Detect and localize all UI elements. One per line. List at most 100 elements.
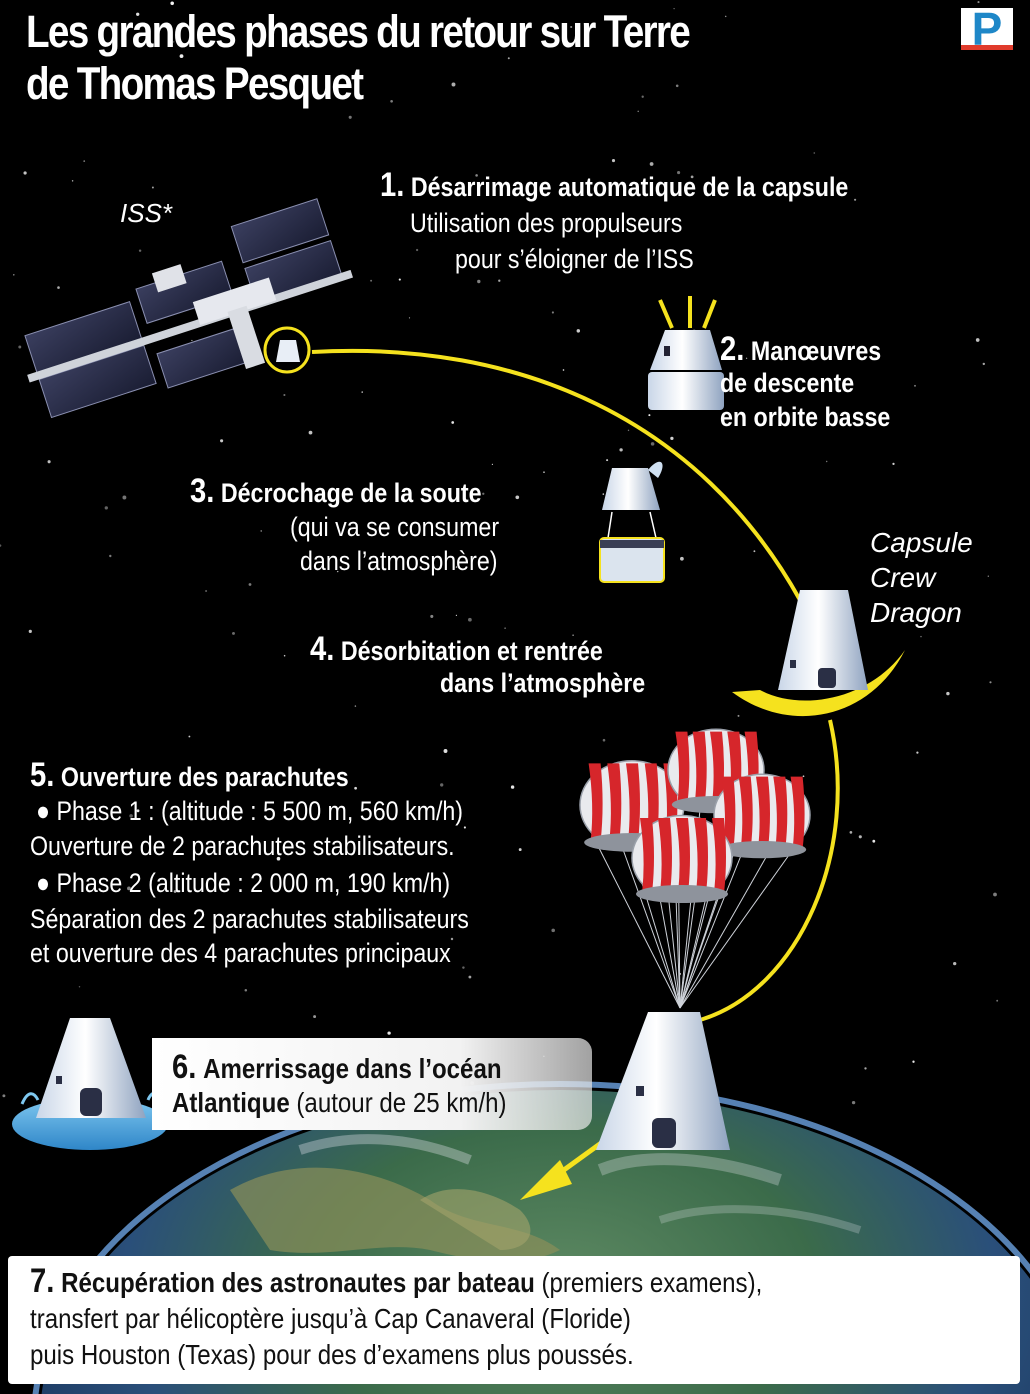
capsule-label-line-1: Capsule	[870, 527, 973, 558]
parachute-stripe	[790, 776, 805, 849]
publisher-logo: P	[961, 3, 1013, 55]
star	[18, 345, 22, 349]
star	[78, 986, 81, 988]
star	[648, 414, 651, 417]
title-line-2: de Thomas Pesquet	[26, 58, 364, 109]
star	[518, 848, 522, 852]
step-4-number: 4.	[310, 630, 335, 668]
parachute-stripe	[756, 776, 770, 849]
star	[136, 809, 140, 813]
star	[443, 749, 448, 753]
parachute-line	[679, 838, 801, 1009]
trajectory-arc-upper	[311, 348, 802, 601]
star	[104, 506, 108, 510]
step-7-line-3: puis Houston (Texas) pour des d’examens …	[30, 1339, 634, 1370]
star	[71, 180, 74, 182]
star	[320, 913, 324, 917]
star	[0, 544, 2, 547]
step-3: 3. Décrochage de la soute	[190, 474, 482, 510]
parachute-stripe	[607, 763, 622, 842]
star	[188, 735, 191, 738]
parachute-stripe	[640, 818, 654, 893]
star	[172, 41, 175, 43]
star	[996, 999, 999, 1002]
star	[430, 614, 434, 618]
capsule-step3	[599, 461, 665, 583]
title-line-1: Les grandes phases du retour sur Terre	[26, 6, 691, 57]
step-2-line-3: en orbite basse	[720, 402, 891, 432]
step-3-title: Décrochage de la soute	[220, 478, 482, 508]
star	[854, 198, 857, 201]
star	[851, 1100, 856, 1105]
star	[455, 614, 458, 617]
star	[455, 566, 458, 568]
star	[745, 357, 748, 359]
step-1-line-3: pour s’éloigner de l’ISS	[455, 244, 694, 274]
parachute-stripe	[773, 776, 788, 849]
star	[551, 928, 555, 933]
step-5-phase-2-detail-1: Séparation des 2 parachutes stabilisateu…	[30, 904, 469, 934]
step-1-line-2: Utilisation des propulseurs	[410, 208, 683, 238]
star	[151, 186, 154, 189]
star	[179, 54, 184, 59]
star	[191, 339, 193, 342]
parachute-line	[641, 882, 681, 1009]
star	[611, 159, 616, 163]
star	[498, 279, 501, 282]
star	[802, 775, 805, 778]
parachute-stripe	[692, 731, 707, 804]
step-6-bold: Atlantique	[172, 1087, 290, 1118]
parachute-skirt	[636, 885, 728, 903]
star	[127, 886, 131, 891]
step-5-title: Ouverture des parachutes	[60, 762, 349, 792]
step-4-line-2: dans l’atmosphère	[440, 668, 646, 698]
star	[109, 554, 112, 558]
step-6-banner	[152, 1038, 592, 1130]
step-3-line-3: dans l’atmosphère)	[300, 546, 498, 576]
star	[982, 362, 986, 366]
parachute-line	[679, 882, 723, 1009]
star	[977, 1, 980, 4]
parachute-line	[679, 882, 698, 1009]
star	[370, 279, 373, 282]
star	[468, 975, 472, 979]
star	[572, 634, 574, 636]
step-4-title: Désorbitation et rentrée	[340, 636, 603, 666]
step-7-number: 7.	[30, 1262, 55, 1300]
star	[649, 162, 654, 166]
parachute-stripe	[658, 818, 672, 893]
star	[308, 430, 313, 435]
parachute-line	[679, 838, 777, 1009]
parachute-line	[615, 830, 681, 1009]
step-7-line-2: transfert par hélicoptère jusqu’à Cap Ca…	[30, 1303, 631, 1334]
star	[680, 556, 684, 561]
star	[468, 617, 472, 622]
step-7: 7. Récupération des astronautes par bate…	[30, 1263, 762, 1373]
step-2: 2. Manœuvres	[720, 332, 881, 368]
star	[173, 890, 177, 893]
step-7-box	[8, 1256, 1020, 1384]
page-title: Les grandes phases du retour sur Terre d…	[26, 6, 691, 110]
star	[914, 384, 916, 387]
star	[361, 391, 363, 393]
parachute-stripe	[588, 763, 603, 842]
star	[551, 311, 554, 314]
star	[205, 589, 208, 593]
star	[482, 492, 485, 495]
star	[398, 278, 401, 281]
star	[138, 249, 142, 252]
star	[42, 879, 47, 884]
step-7-title-detail: (premiers examens),	[534, 1267, 763, 1298]
star	[515, 495, 520, 500]
star	[339, 30, 342, 32]
star	[170, 1, 174, 6]
star	[415, 248, 419, 252]
star	[576, 329, 581, 333]
star	[136, 12, 140, 16]
step-3-line-2: (qui va se consumer	[290, 512, 500, 542]
star	[390, 99, 393, 103]
star	[387, 1031, 391, 1035]
parachute-line	[589, 830, 681, 1009]
star	[220, 439, 224, 443]
